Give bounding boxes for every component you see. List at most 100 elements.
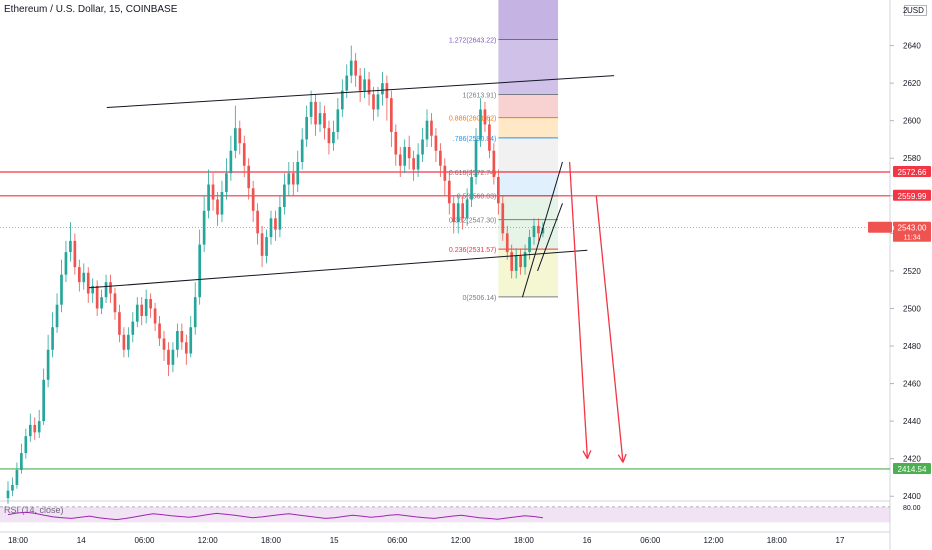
candle-body xyxy=(541,227,545,234)
projection-arrow-shaft xyxy=(568,161,589,459)
candle-body xyxy=(505,233,509,253)
candle xyxy=(15,462,19,489)
candle xyxy=(171,342,175,373)
candle-body xyxy=(421,139,424,155)
candle-body xyxy=(367,79,371,95)
price-label-bg xyxy=(893,221,931,242)
candle xyxy=(407,135,411,170)
candle-body xyxy=(412,158,415,170)
candle xyxy=(118,304,121,343)
candle xyxy=(537,218,540,241)
candle xyxy=(367,71,371,106)
candle xyxy=(82,263,86,290)
candle-body xyxy=(37,421,41,433)
candle xyxy=(109,274,112,303)
candle-body xyxy=(363,79,366,91)
rsi-label: RSI (14, close) xyxy=(4,505,64,515)
x-tick-label: 18:00 xyxy=(8,536,29,545)
candle xyxy=(260,225,264,268)
candle-body xyxy=(127,334,130,350)
candle xyxy=(354,53,358,87)
candle-body xyxy=(198,244,202,298)
candle-body xyxy=(314,101,317,125)
candle-body xyxy=(283,184,286,208)
candle xyxy=(220,180,224,223)
candle-body xyxy=(269,218,273,238)
candle xyxy=(135,297,139,328)
candle xyxy=(24,428,28,459)
candle-body xyxy=(42,379,45,422)
candle xyxy=(28,413,32,442)
candle-body xyxy=(135,304,139,322)
candle xyxy=(73,233,77,275)
candle-body xyxy=(69,240,72,253)
candle-body xyxy=(242,143,246,166)
candle xyxy=(278,195,282,238)
candle-body xyxy=(523,252,527,268)
candle xyxy=(510,244,514,279)
candle-body xyxy=(149,299,152,309)
x-tick-label: 12:00 xyxy=(198,536,219,545)
candle xyxy=(180,323,184,350)
wedge-line xyxy=(537,203,563,272)
candle-body xyxy=(207,184,210,211)
x-tick-label: 15 xyxy=(330,536,339,545)
candle-body xyxy=(390,98,393,132)
candle xyxy=(122,327,126,358)
candle xyxy=(456,195,460,234)
candle-body xyxy=(55,304,59,328)
candle-body xyxy=(118,312,121,335)
candle xyxy=(398,146,402,178)
projection-arrow-head xyxy=(622,453,627,463)
candle-body xyxy=(144,299,148,316)
candle xyxy=(69,222,72,262)
candle-body xyxy=(46,349,50,380)
y-tick-label: 2420 xyxy=(903,455,921,464)
candle-body xyxy=(33,424,37,433)
candle-body xyxy=(381,83,384,95)
candle xyxy=(443,158,447,196)
candle-body xyxy=(532,225,536,238)
candle-body xyxy=(519,255,522,268)
candle xyxy=(385,75,389,121)
candle-body xyxy=(465,199,469,219)
fib-zone-extension xyxy=(498,0,559,40)
candle xyxy=(202,195,206,253)
candle-body xyxy=(439,150,442,166)
candle-body xyxy=(82,272,86,283)
candle-body xyxy=(64,252,68,275)
candle xyxy=(434,128,438,162)
candle xyxy=(492,143,496,185)
candle-body xyxy=(470,177,473,200)
x-tick-label: 18:00 xyxy=(514,536,535,545)
candle xyxy=(488,116,491,159)
candle xyxy=(86,267,90,303)
candle xyxy=(127,327,130,358)
candle xyxy=(345,64,349,99)
candle xyxy=(479,98,482,147)
candle xyxy=(532,218,536,245)
x-tick-label: 12:00 xyxy=(451,536,472,545)
candle-body xyxy=(122,334,126,350)
price-label-bg xyxy=(893,166,931,178)
candle-body xyxy=(131,321,135,335)
candle xyxy=(323,105,326,140)
candle xyxy=(309,90,313,125)
candle xyxy=(238,120,242,155)
fib-level-label: .786(2590.84) xyxy=(453,136,497,143)
candle xyxy=(358,68,362,102)
fib-level-label: 0.236(2531.57) xyxy=(449,247,496,254)
fib-zone xyxy=(498,249,559,297)
candle xyxy=(376,86,380,117)
candle xyxy=(318,101,322,132)
candle-body xyxy=(189,327,193,354)
currency-badge[interactable]: USD xyxy=(904,5,927,16)
fib-zone xyxy=(498,94,559,118)
candle xyxy=(269,210,273,245)
candle xyxy=(474,128,478,185)
candle-body xyxy=(202,210,206,245)
candle-body xyxy=(340,90,344,110)
candle xyxy=(20,443,23,474)
candle-body xyxy=(416,154,420,170)
